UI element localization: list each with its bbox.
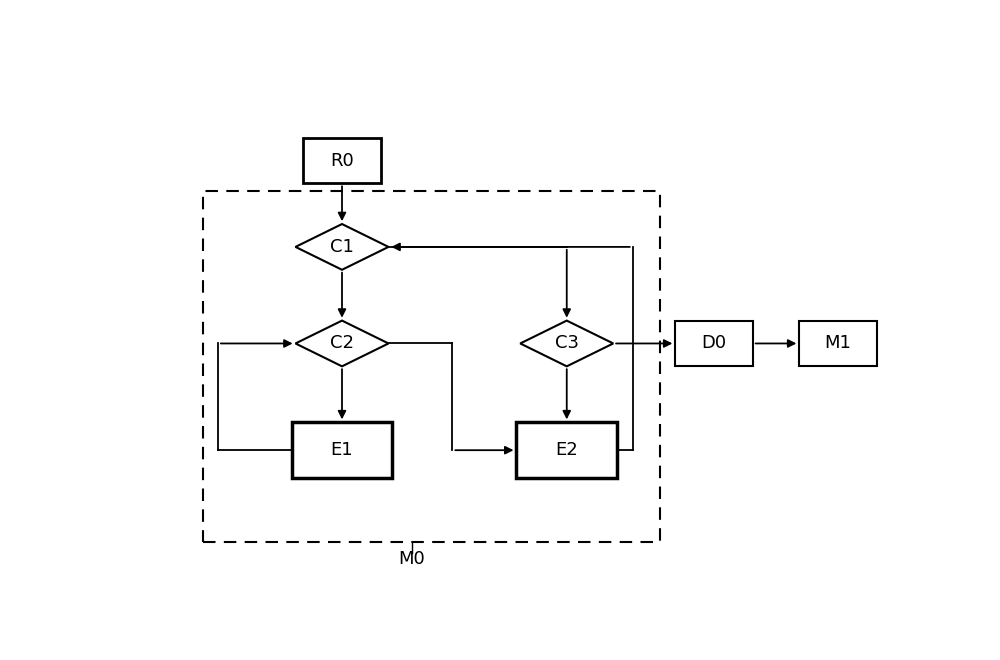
Text: M0: M0 (398, 550, 425, 568)
FancyBboxPatch shape (675, 321, 753, 366)
FancyBboxPatch shape (292, 422, 392, 478)
Text: E1: E1 (331, 441, 353, 459)
FancyBboxPatch shape (799, 321, 877, 366)
Text: R0: R0 (330, 152, 354, 170)
Text: C3: C3 (555, 335, 579, 352)
Polygon shape (296, 321, 388, 366)
Text: D0: D0 (701, 335, 727, 352)
FancyBboxPatch shape (303, 138, 381, 183)
Text: C1: C1 (330, 238, 354, 256)
Polygon shape (296, 224, 388, 270)
Text: C2: C2 (330, 335, 354, 352)
Text: M1: M1 (825, 335, 851, 352)
Text: E2: E2 (555, 441, 578, 459)
Polygon shape (520, 321, 613, 366)
FancyBboxPatch shape (516, 422, 617, 478)
